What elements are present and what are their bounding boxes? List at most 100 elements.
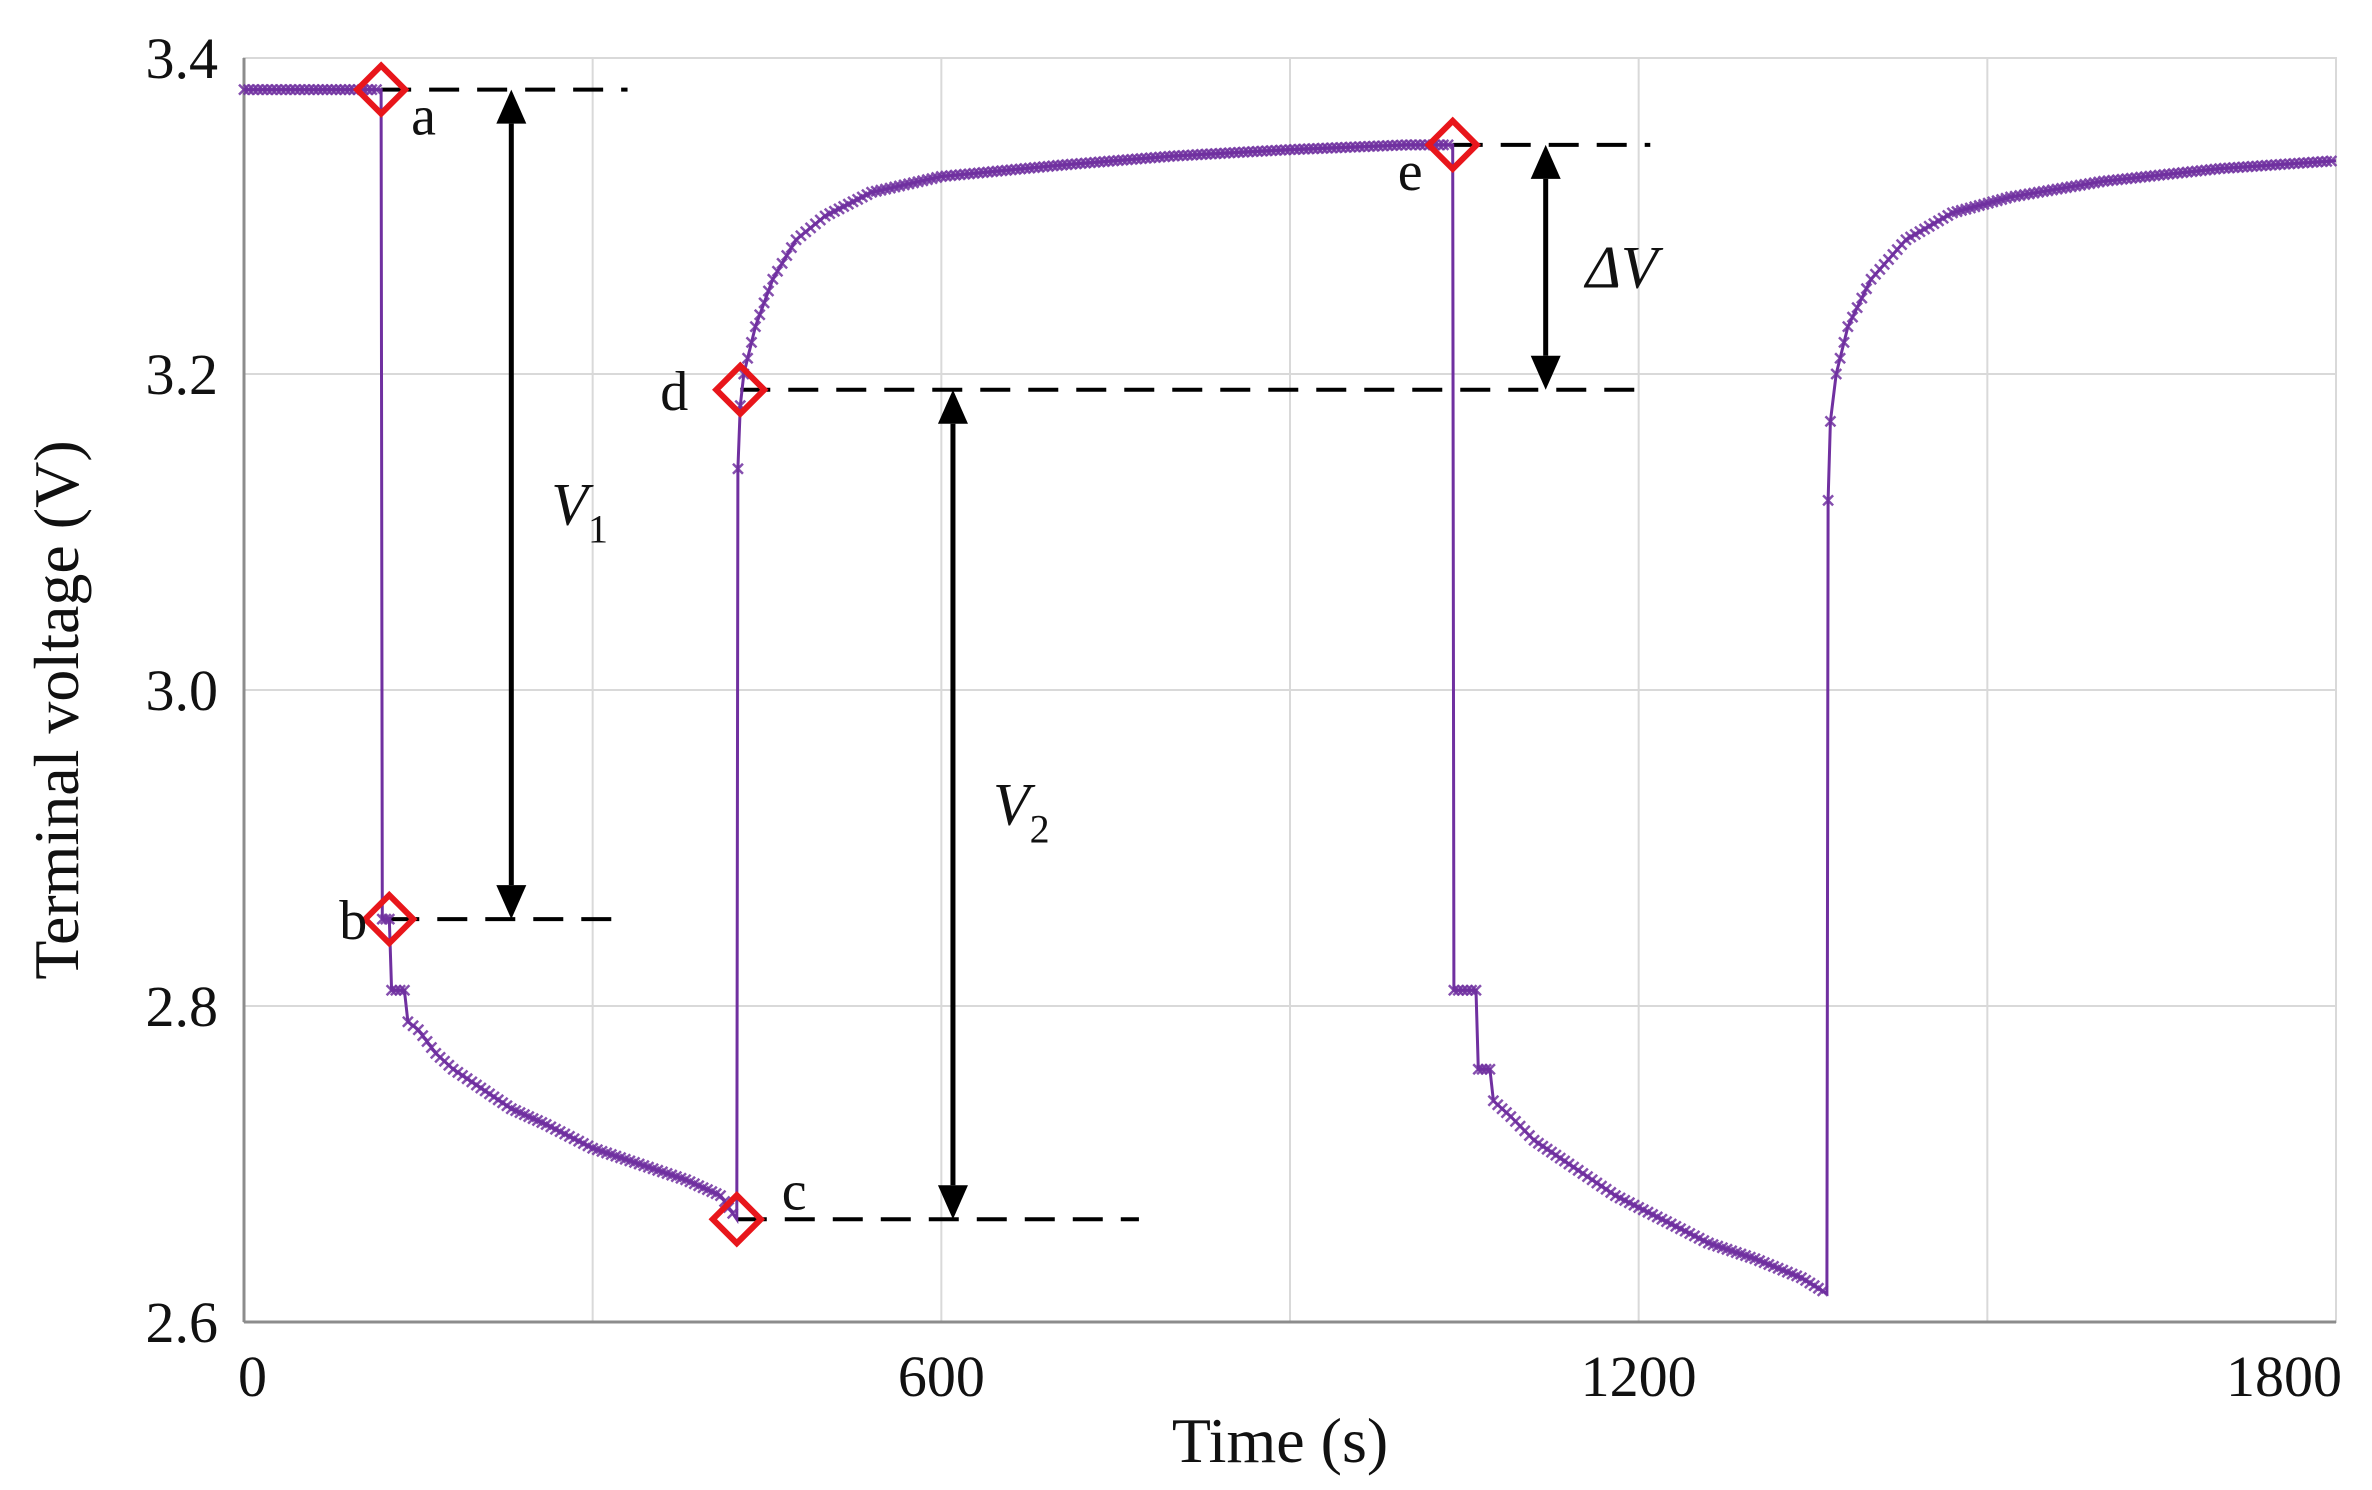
data-marker (1484, 1063, 1496, 1076)
data-marker (1260, 145, 1273, 157)
key-point-marker-a (352, 61, 410, 118)
data-marker (261, 83, 274, 96)
key-point-label-d: d (660, 361, 688, 423)
data-marker (270, 83, 283, 96)
data-marker (330, 83, 342, 96)
arrow-head-top-2 (1530, 144, 1561, 179)
tick-labels: 2.6 2.8 3.0 3.2 3.4 0 600 1200 1800 (146, 26, 2343, 1409)
data-marker (1298, 143, 1310, 155)
x-tick-label: 1200 (1581, 1344, 1697, 1409)
data-marker (284, 83, 297, 96)
key-point-label-b: b (339, 890, 367, 952)
data-marker (766, 273, 779, 286)
annotation-label: ΔV (1584, 234, 1664, 300)
data-marker (312, 83, 325, 96)
data-marker (1395, 139, 1408, 151)
data-marker (252, 83, 264, 96)
data-marker (394, 984, 407, 997)
data-marker (303, 83, 315, 96)
data-marker (1846, 311, 1859, 324)
data-marker (1358, 140, 1371, 153)
x-tick-label: 600 (898, 1344, 985, 1409)
y-axis-title: Terminal voltage (V) (21, 440, 92, 979)
data-marker (316, 83, 329, 96)
data-marker (780, 249, 793, 262)
arrow-head-bottom-1 (937, 1185, 968, 1220)
data-marker (1860, 282, 1873, 295)
data-marker (741, 352, 754, 365)
data-marker (745, 336, 758, 349)
data-marker (1830, 368, 1843, 380)
data-marker (1414, 139, 1427, 151)
data-marker (370, 83, 383, 96)
data-marker (339, 83, 351, 96)
data-marker (1470, 984, 1482, 997)
data-marker (753, 308, 766, 321)
arrow-head-bottom-2 (1530, 355, 1561, 390)
data-marker (1372, 140, 1385, 152)
data-marker (1465, 984, 1478, 997)
data-marker (1288, 143, 1301, 156)
data-marker (1363, 140, 1375, 153)
data-marker (1325, 142, 1338, 154)
data-marker (398, 984, 411, 997)
key-point-marker-d (712, 361, 769, 419)
data-marker (1344, 141, 1357, 154)
data-marker (1404, 139, 1417, 151)
data-marker (279, 83, 292, 96)
data-marker (1381, 139, 1394, 152)
data-marker (1400, 139, 1413, 151)
data-marker (771, 265, 784, 278)
data-marker (383, 913, 396, 925)
data-marker (307, 83, 320, 96)
data-marker (321, 83, 334, 96)
data-marker (758, 297, 770, 309)
data-marker (343, 83, 356, 96)
data-marker (1816, 1285, 1829, 1297)
annotation-arrows: V1 V2 ΔV (496, 89, 1664, 1220)
data-marker (379, 913, 392, 925)
data-marker (1824, 415, 1837, 428)
x-tick-label: 0 (238, 1344, 267, 1409)
key-point-label-c: c (782, 1160, 807, 1222)
data-marker (1838, 336, 1850, 349)
data-marker (293, 83, 306, 96)
data-marker (1834, 352, 1847, 365)
x-tick-label: 1800 (2226, 1344, 2342, 1409)
data-marker (762, 285, 775, 297)
data-marker (1367, 140, 1380, 153)
arrow-head-top-0 (496, 89, 527, 124)
data-marker (334, 83, 347, 96)
arrow-head-bottom-0 (496, 885, 527, 920)
data-marker (714, 1189, 727, 1202)
arrow-head-top-1 (937, 389, 968, 424)
y-tick-label: 3.0 (146, 658, 219, 723)
data-marker (1437, 139, 1450, 151)
axes (242, 58, 2336, 1324)
key-point-marker-e (1424, 116, 1481, 174)
data-marker (732, 462, 744, 475)
y-tick-label: 2.8 (146, 974, 219, 1039)
data-marker (2325, 155, 2338, 167)
key-point-label-a: a (411, 86, 436, 148)
data-marker (325, 83, 338, 96)
data-marker (1214, 147, 1227, 160)
data-marker (1377, 139, 1389, 152)
data-marker (289, 83, 302, 96)
data-marker (1447, 984, 1460, 997)
data-marker (1822, 494, 1834, 507)
key-point-label-e: e (1398, 141, 1423, 203)
data-marker (1386, 139, 1399, 152)
data-marker (1307, 142, 1320, 155)
data-marker (1177, 149, 1189, 162)
data-marker (1461, 984, 1474, 997)
data-marker (389, 984, 402, 997)
data-marker (1841, 320, 1854, 333)
data-marker (1172, 149, 1185, 162)
series-markers-0 (238, 83, 2338, 1297)
data-marker (1480, 1063, 1492, 1076)
data-marker (1353, 140, 1366, 153)
reference-lines (381, 87, 1651, 1222)
data-marker (247, 83, 260, 96)
